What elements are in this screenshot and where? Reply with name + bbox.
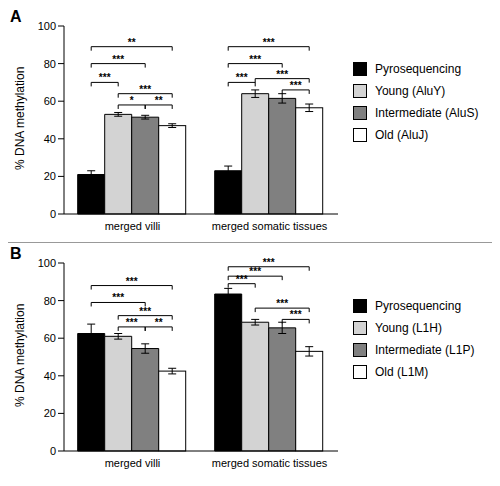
svg-text:***: *** (276, 69, 288, 80)
svg-text:% DNA methylation: % DNA methylation (13, 67, 27, 170)
svg-text:*: * (130, 95, 134, 106)
svg-text:40: 40 (44, 370, 56, 382)
svg-text:***: *** (126, 276, 138, 287)
svg-text:***: *** (263, 37, 275, 48)
html-text:Old (AluJ): Old (AluJ) (375, 128, 429, 142)
svg-text:**: ** (155, 317, 163, 328)
svg-text:***: *** (112, 54, 124, 65)
svg-text:merged villi: merged villi (105, 220, 161, 232)
svg-text:**: ** (155, 95, 163, 106)
svg-text:60: 60 (44, 95, 56, 107)
svg-text:merged somatic tissues: merged somatic tissues (212, 457, 328, 469)
html-text:B: B (10, 245, 22, 262)
svg-text:***: *** (139, 84, 151, 95)
svg-text:***: *** (236, 274, 248, 285)
svg-text:% DNA methylation: % DNA methylation (13, 304, 27, 407)
svg-text:***: *** (290, 80, 302, 91)
html-text:Pyrosequencing: Pyrosequencing (375, 299, 462, 313)
svg-text:***: *** (276, 298, 288, 309)
svg-text:***: *** (236, 72, 248, 83)
svg-text:100: 100 (38, 20, 56, 32)
svg-text:***: *** (112, 292, 124, 303)
svg-text:***: *** (290, 309, 302, 320)
svg-text:80: 80 (44, 295, 56, 307)
svg-text:0: 0 (50, 445, 56, 457)
html-text:Pyrosequencing: Pyrosequencing (375, 62, 462, 76)
svg-text:***: *** (99, 72, 111, 83)
html-text:Intermediate (L1P): Intermediate (L1P) (375, 343, 475, 357)
svg-text:100: 100 (38, 257, 56, 269)
html-text:A: A (10, 8, 22, 25)
svg-text:merged somatic tissues: merged somatic tissues (212, 220, 328, 232)
svg-text:***: *** (126, 317, 138, 328)
svg-text:40: 40 (44, 133, 56, 145)
svg-text:merged villi: merged villi (105, 457, 161, 469)
svg-text:20: 20 (44, 170, 56, 182)
html-text:Young (AluY): Young (AluY) (375, 84, 446, 98)
svg-text:80: 80 (44, 58, 56, 70)
html-text:Young (L1H): Young (L1H) (375, 321, 442, 335)
svg-text:***: *** (249, 266, 261, 277)
svg-text:***: *** (249, 54, 261, 65)
svg-text:**: ** (128, 37, 136, 48)
svg-text:60: 60 (44, 332, 56, 344)
html-text:Intermediate (AluS): Intermediate (AluS) (375, 106, 479, 120)
svg-text:0: 0 (50, 208, 56, 220)
svg-text:20: 20 (44, 407, 56, 419)
svg-text:***: *** (263, 257, 275, 268)
html-text:Old (L1M): Old (L1M) (375, 365, 429, 379)
svg-text:***: *** (139, 306, 151, 317)
